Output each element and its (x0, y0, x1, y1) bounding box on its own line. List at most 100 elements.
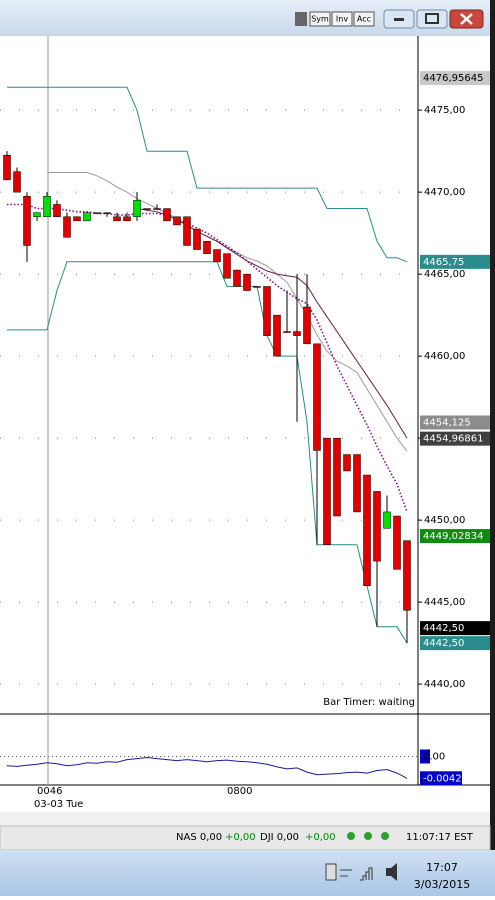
candle-body (173, 216, 181, 226)
status-bar (0, 825, 491, 851)
status-light (347, 832, 355, 840)
scrollbar (0, 812, 490, 826)
status-light (381, 832, 389, 840)
price-tag (420, 254, 490, 269)
nas: NAS 0,00 (176, 832, 222, 843)
price-tag-label: 4442,50 (423, 623, 464, 634)
candle-body (253, 286, 261, 288)
y-tick-label: 4465,00 (424, 269, 465, 280)
candle-body (223, 253, 231, 279)
window-border (490, 0, 495, 850)
candle-body (113, 216, 121, 222)
price-tag-label: 4442,50 (423, 638, 464, 649)
candle-body (263, 286, 271, 336)
y-tick-label: 4470,00 (424, 187, 465, 198)
date-label: 03-03 Tue (34, 799, 83, 810)
toolbar-button[interactable] (309, 11, 331, 27)
x-tick-label: 0800 (227, 786, 252, 797)
indicator-tag (420, 771, 462, 786)
toolbar-label: Inv (336, 15, 348, 24)
candle-body (33, 212, 41, 217)
price-tag (420, 636, 490, 651)
indicator-line (6, 756, 408, 779)
candle-body (293, 331, 301, 336)
maximize-icon (425, 13, 439, 24)
network-icon[interactable] (360, 867, 373, 881)
candle-body (103, 212, 111, 214)
indicator-tag (420, 749, 430, 764)
price-tag-label: 4449,02834 (423, 531, 483, 542)
candle-body (363, 474, 371, 586)
candle-body (3, 155, 11, 181)
dji: DJI 0,00 (260, 832, 299, 843)
toolbar-button[interactable] (331, 11, 353, 27)
candle-body (193, 228, 201, 250)
clock: 11:07:17 EST (406, 832, 474, 843)
candle-body (213, 249, 221, 263)
price-tag (420, 621, 490, 636)
price-tag-label: 4454,125 (423, 417, 471, 428)
price-panel: 4440,004445,004450,004455,004460,004465,… (0, 71, 490, 797)
taskbar (0, 850, 495, 896)
candle-body (73, 216, 81, 222)
candle-body (43, 196, 51, 217)
volume-icon[interactable] (386, 863, 397, 881)
candle-body (53, 204, 61, 217)
candle-body (203, 241, 211, 254)
window-icon (295, 12, 307, 26)
indicator-tag-label: -0.0042 (423, 773, 462, 784)
minimize-icon (394, 18, 404, 21)
candle-body (93, 212, 101, 214)
indicator-line (136, 208, 408, 439)
candle-body (323, 437, 331, 545)
candle-body (353, 454, 361, 513)
taskbar-date[interactable]: 3/03/2015 (414, 878, 470, 891)
candle-body (243, 273, 251, 291)
indicator-tag-label: 0.00 (423, 751, 445, 762)
toolbar-button[interactable] (353, 11, 375, 27)
candle-body (183, 216, 191, 246)
tray-icons[interactable] (325, 863, 352, 881)
nas-change: +0,00 (225, 832, 256, 843)
indicator-line (7, 261, 408, 644)
status-light (364, 832, 372, 840)
x-tick-label: 0046 (37, 786, 62, 797)
candle-body (143, 208, 151, 210)
y-tick-label: 4445,00 (424, 597, 465, 608)
close-icon (460, 13, 473, 25)
candle-body (403, 540, 411, 611)
y-tick-label: 4440,00 (424, 679, 465, 690)
price-tag (420, 71, 490, 86)
candle-body (123, 216, 131, 222)
indicator-line (7, 203, 408, 513)
y-tick-label: 4475,00 (424, 105, 465, 116)
maximize-button[interactable] (416, 9, 448, 29)
candle-body (233, 269, 241, 287)
dji-change: +0,00 (305, 832, 336, 843)
price-tag (420, 431, 490, 446)
bar-timer: Bar Timer: waiting (323, 697, 415, 708)
price-tag-label: 4454,96861 (423, 434, 483, 445)
price-tag (420, 529, 490, 544)
candle-body (153, 208, 161, 210)
indicator-panel: 0.00 -0.0042 (0, 749, 462, 786)
taskbar-time[interactable]: 17:07 (426, 861, 458, 874)
indicator-line (7, 86, 408, 263)
candle-body (383, 511, 391, 529)
candle-body (13, 171, 21, 193)
toolbar-label: Acc (357, 15, 371, 24)
candle-body (393, 515, 401, 570)
price-tag-label: 4476,95645 (423, 73, 483, 84)
candle-body (163, 208, 171, 222)
candle-body (343, 454, 351, 472)
y-tick-label: 4460,00 (424, 351, 465, 362)
candle-body (23, 196, 31, 246)
candle-body (133, 200, 141, 217)
price-tag-label: 4465,75 (423, 257, 464, 268)
candle-body (333, 437, 341, 517)
candle-body (373, 491, 381, 562)
candle-body (63, 216, 71, 238)
candle-body (313, 343, 321, 451)
chart-area (0, 36, 490, 812)
